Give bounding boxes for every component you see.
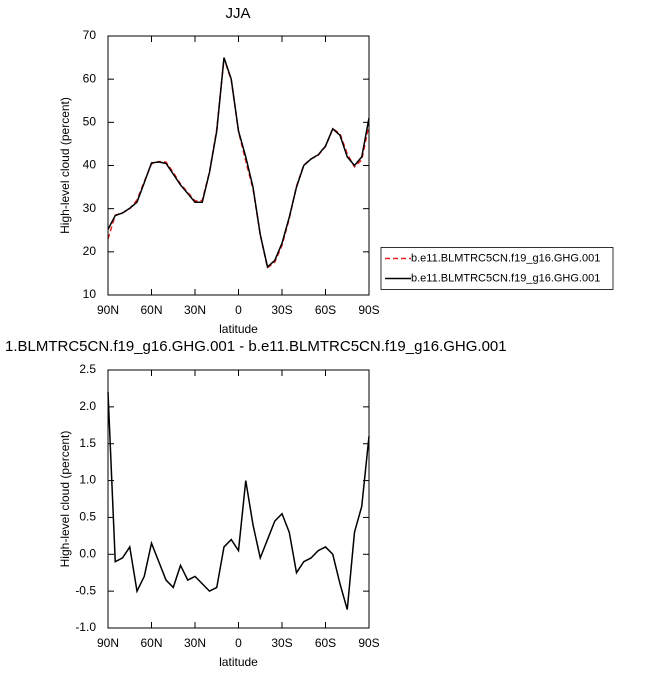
y-axis-label: High-level cloud (percent) xyxy=(58,97,72,234)
y-tick-label: 1.5 xyxy=(79,436,96,450)
x-tick-label: 30S xyxy=(271,303,292,317)
legend-label: b.e11.BLMTRC5CN.f19_g16.GHG.001 xyxy=(411,252,600,264)
x-tick-label: 90N xyxy=(97,303,119,317)
x-tick-label: 0 xyxy=(235,636,242,650)
legend-box xyxy=(380,247,614,290)
x-axis-label: latitude xyxy=(219,322,258,336)
y-tick-label: 2.0 xyxy=(79,399,96,413)
data-line xyxy=(107,57,370,269)
y-axis-label: High-level cloud (percent) xyxy=(58,431,72,568)
x-tick-label: 30N xyxy=(184,303,206,317)
x-tick-label: 30N xyxy=(184,636,206,650)
x-tick-label: 30S xyxy=(271,636,292,650)
x-tick-label: 90S xyxy=(358,636,379,650)
y-tick-label: 1.0 xyxy=(79,473,96,487)
y-tick-label: 70 xyxy=(83,28,97,42)
y-tick-label: 0.0 xyxy=(79,546,96,560)
y-tick-label: 30 xyxy=(83,201,97,215)
y-tick-label: 0.5 xyxy=(79,510,96,524)
x-tick-label: 60N xyxy=(140,303,162,317)
y-tick-label: 10 xyxy=(83,287,97,301)
x-tick-label: 60N xyxy=(140,636,162,650)
y-tick-label: 60 xyxy=(83,71,97,85)
chart-title: JJA xyxy=(225,5,250,22)
y-tick-label: 20 xyxy=(83,244,97,258)
plot-frame xyxy=(107,369,370,629)
x-tick-label: 60S xyxy=(315,636,336,650)
x-tick-label: 0 xyxy=(235,303,242,317)
plot-frame xyxy=(107,35,370,296)
data-line xyxy=(107,392,370,610)
x-tick-label: 60S xyxy=(315,303,336,317)
legend-label: b.e11.BLMTRC5CN.f19_g16.GHG.001 xyxy=(411,272,600,284)
y-tick-label: -1.0 xyxy=(75,620,96,634)
data-line xyxy=(107,58,370,270)
y-tick-label: 50 xyxy=(83,115,97,129)
y-tick-label: 40 xyxy=(83,158,97,172)
x-tick-label: 90N xyxy=(97,636,119,650)
x-tick-label: 90S xyxy=(358,303,379,317)
x-axis-label: latitude xyxy=(219,655,258,669)
chart-title: 1.BLMTRC5CN.f19_g16.GHG.001 - b.e11.BLMT… xyxy=(5,338,507,355)
y-tick-label: -0.5 xyxy=(75,583,96,597)
y-tick-label: 2.5 xyxy=(79,362,96,376)
